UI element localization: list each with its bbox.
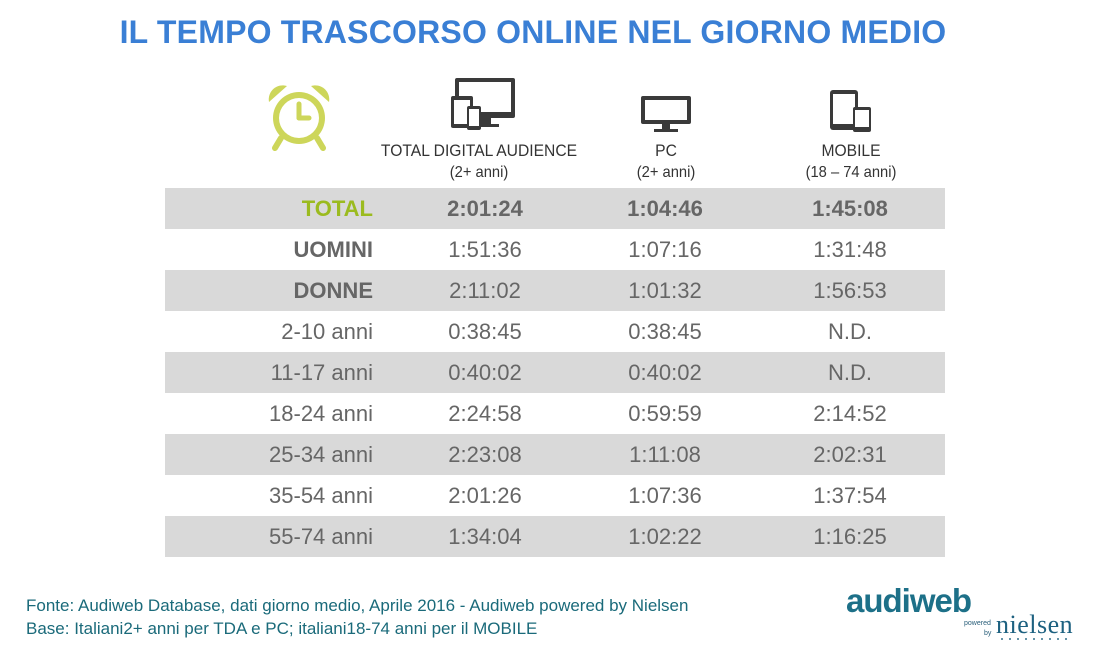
logo-dots xyxy=(998,638,1070,640)
base-line: Base: Italiani2+ anni per TDA e PC; ital… xyxy=(26,619,538,638)
cell-mobile: 1:31:48 xyxy=(813,237,887,262)
cell-pc: 0:40:02 xyxy=(628,360,702,385)
monitor-icon xyxy=(641,96,691,132)
cell-mobile: 2:14:52 xyxy=(813,401,887,426)
table-row-age-35-54: 35-54 anni 2:01:26 1:07:36 1:37:54 xyxy=(165,475,945,516)
column-header-label: MOBILE xyxy=(821,141,881,160)
cell-pc: 1:07:36 xyxy=(628,483,702,508)
audiweb-nielsen-logo: audiweb powered by nielsen xyxy=(846,580,1076,642)
cell-pc: 1:02:22 xyxy=(628,524,702,549)
cell-pc: 1:11:08 xyxy=(629,442,701,467)
logo-by-text: by xyxy=(984,630,992,637)
page-title: IL TEMPO TRASCORSO ONLINE NEL GIORNO MED… xyxy=(119,14,947,50)
row-label: UOMINI xyxy=(293,237,373,262)
table-row-age-2-10: 2-10 anni 0:38:45 0:38:45 N.D. xyxy=(165,311,945,352)
table-row-age-55-74: 55-74 anni 1:34:04 1:02:22 1:16:25 xyxy=(165,516,945,557)
cell-total-digital: 2:23:08 xyxy=(448,442,522,467)
table-row-age-18-24: 18-24 anni 2:24:58 0:59:59 2:14:52 xyxy=(165,393,945,434)
alarm-clock-icon xyxy=(268,85,330,151)
cell-pc: 1:04:46 xyxy=(627,196,703,221)
row-label: 25-34 anni xyxy=(269,442,373,467)
row-label: 55-74 anni xyxy=(269,524,373,549)
cell-total-digital: 1:34:04 xyxy=(448,524,522,549)
cell-pc: 0:59:59 xyxy=(628,401,702,426)
cell-mobile: 1:16:25 xyxy=(813,524,887,549)
cell-total-digital: 2:01:26 xyxy=(448,483,522,508)
cell-mobile: N.D. xyxy=(828,360,872,385)
column-header-sub: (18 – 74 anni) xyxy=(805,164,897,181)
data-table: TOTAL 2:01:24 1:04:46 1:45:08 UOMINI 1:5… xyxy=(165,188,945,557)
cell-mobile: N.D. xyxy=(828,319,872,344)
column-header-pc: PC (2+ anni) xyxy=(565,140,767,184)
table-row-uomini: UOMINI 1:51:36 1:07:16 1:31:48 xyxy=(165,229,945,270)
row-label: 35-54 anni xyxy=(269,483,373,508)
audiweb-logo-text: audiweb xyxy=(846,582,972,619)
row-label: 11-17 anni xyxy=(270,360,373,385)
cell-pc: 1:01:32 xyxy=(628,278,702,303)
cell-mobile: 1:37:54 xyxy=(813,483,887,508)
cell-mobile: 1:56:53 xyxy=(813,278,887,303)
multi-device-icon xyxy=(451,78,515,130)
cell-total-digital: 0:40:02 xyxy=(448,360,522,385)
cell-total-digital: 2:01:24 xyxy=(447,196,523,221)
table-row-donne: DONNE 2:11:02 1:01:32 1:56:53 xyxy=(165,270,945,311)
tablet-phone-icon xyxy=(830,90,871,132)
column-header-sub: (2+ anni) xyxy=(636,164,696,181)
column-header-label: TOTAL DIGITAL AUDIENCE xyxy=(380,141,578,160)
column-header-sub: (2+ anni) xyxy=(449,164,509,181)
logo-powered-text: powered xyxy=(964,620,991,627)
cell-total-digital: 0:38:45 xyxy=(448,319,522,344)
table-row-age-25-34: 25-34 anni 2:23:08 1:11:08 2:02:31 xyxy=(165,434,945,475)
cell-pc: 0:38:45 xyxy=(628,319,702,344)
cell-pc: 1:07:16 xyxy=(628,237,702,262)
table-row-total: TOTAL 2:01:24 1:04:46 1:45:08 xyxy=(165,188,945,229)
table-row-age-11-17: 11-17 anni 0:40:02 0:40:02 N.D. xyxy=(165,352,945,393)
column-header-label: PC xyxy=(655,141,677,160)
cell-mobile: 2:02:31 xyxy=(813,442,887,467)
row-label: 2-10 anni xyxy=(281,319,373,344)
column-header-mobile: MOBILE (18 – 74 anni) xyxy=(750,140,952,184)
nielsen-logo-text: nielsen xyxy=(996,610,1074,639)
source-footnote: Fonte: Audiweb Database, dati giorno med… xyxy=(26,594,688,640)
row-label: 18-24 anni xyxy=(269,401,373,426)
row-label: TOTAL xyxy=(301,196,373,221)
cell-total-digital: 1:51:36 xyxy=(448,237,522,262)
source-line: Fonte: Audiweb Database, dati giorno med… xyxy=(26,596,689,615)
cell-total-digital: 2:24:58 xyxy=(448,401,522,426)
row-label: DONNE xyxy=(293,278,373,303)
cell-mobile: 1:45:08 xyxy=(812,196,888,221)
column-header-total-digital: TOTAL DIGITAL AUDIENCE (2+ anni) xyxy=(378,140,580,184)
cell-total-digital: 2:11:02 xyxy=(449,278,521,303)
